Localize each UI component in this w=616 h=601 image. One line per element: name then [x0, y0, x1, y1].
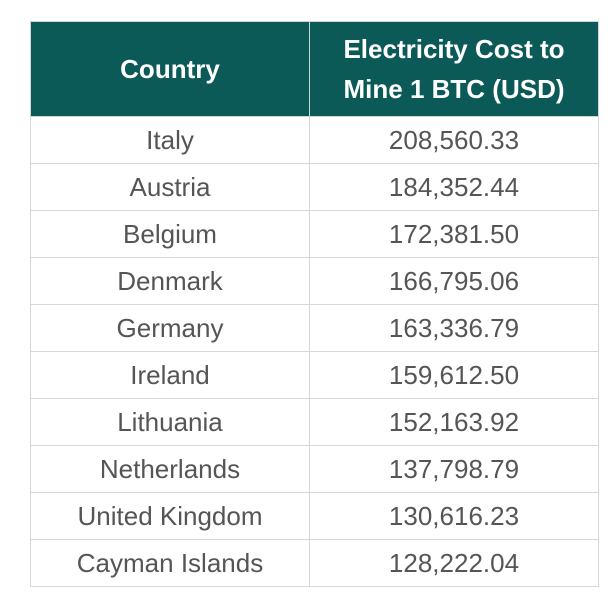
cost-cell: 166,795.06 [309, 257, 599, 305]
country-cell: Austria [30, 163, 310, 211]
table-row: Lithuania 152,163.92 [30, 398, 599, 446]
table-row: United Kingdom 130,616.23 [30, 492, 599, 540]
cost-cell: 128,222.04 [309, 539, 599, 587]
cost-cell: 159,612.50 [309, 351, 599, 399]
btc-mining-cost-table: Country Electricity Cost to Mine 1 BTC (… [30, 21, 599, 587]
cost-cell: 184,352.44 [309, 163, 599, 211]
table-row: Belgium 172,381.50 [30, 210, 599, 258]
table-row: Ireland 159,612.50 [30, 351, 599, 399]
country-cell: Netherlands [30, 445, 310, 493]
country-cell: United Kingdom [30, 492, 310, 540]
country-cell: Ireland [30, 351, 310, 399]
table-row: Netherlands 137,798.79 [30, 445, 599, 493]
country-cell: Cayman Islands [30, 539, 310, 587]
country-cell: Italy [30, 116, 310, 164]
table-row: Denmark 166,795.06 [30, 257, 599, 305]
cost-cell: 130,616.23 [309, 492, 599, 540]
column-header-cost: Electricity Cost to Mine 1 BTC (USD) [309, 21, 599, 117]
cost-cell: 163,336.79 [309, 304, 599, 352]
table-row: Germany 163,336.79 [30, 304, 599, 352]
header-row: Country Electricity Cost to Mine 1 BTC (… [30, 21, 599, 117]
data-table-container: Country Electricity Cost to Mine 1 BTC (… [30, 21, 599, 587]
table-row: Austria 184,352.44 [30, 163, 599, 211]
table-body: Italy 208,560.33 Austria 184,352.44 Belgium 1… [30, 116, 599, 587]
column-header-country: Country [30, 21, 310, 117]
country-cell: Lithuania [30, 398, 310, 446]
country-cell: Germany [30, 304, 310, 352]
country-cell: Belgium [30, 210, 310, 258]
table-row: Italy 208,560.33 [30, 116, 599, 164]
cost-cell: 208,560.33 [309, 116, 599, 164]
cost-cell: 152,163.92 [309, 398, 599, 446]
country-cell: Denmark [30, 257, 310, 305]
cost-cell: 172,381.50 [309, 210, 599, 258]
table-header: Country Electricity Cost to Mine 1 BTC (… [30, 21, 599, 117]
table-row: Cayman Islands 128,222.04 [30, 539, 599, 587]
cost-cell: 137,798.79 [309, 445, 599, 493]
